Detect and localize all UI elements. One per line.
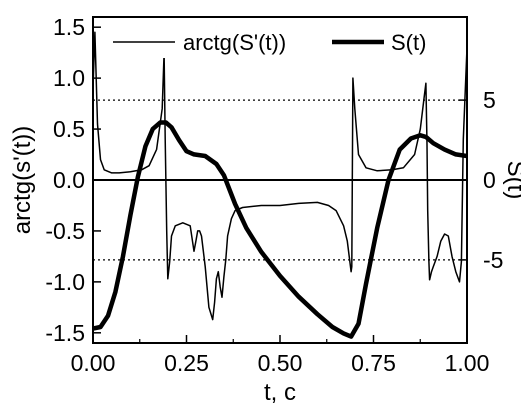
- ticks-layer: 0.00 0.25 0.50 0.75 1.00 1.5 1.0 0.5 0.0 -0.5 -1.0…: [45, 14, 503, 376]
- y-left-tick-label-0: 1.5: [53, 14, 85, 40]
- y-left-tick-label-3: 0.0: [53, 167, 85, 193]
- series-layer: [93, 31, 467, 339]
- legend: arctg(S'(t)) S(t): [108, 24, 426, 58]
- y-right-tick-label-1: 0: [483, 167, 496, 193]
- x-tick-label-3: 0.75: [351, 350, 396, 376]
- legend-label-arctg: arctg(S'(t)): [183, 30, 286, 55]
- y-axis-right-title: S(t): [502, 161, 521, 200]
- legend-label-s: S(t): [391, 30, 426, 55]
- y-left-tick-label-1: 1.0: [53, 65, 85, 91]
- y-axis-left-title: arctg(s'(t)): [9, 126, 36, 235]
- y-left-tick-label-2: 0.5: [53, 116, 85, 142]
- y-left-tick-label-6: -1.5: [45, 320, 85, 346]
- y-right-tick-label-0: 5: [483, 87, 496, 113]
- x-tick-label-4: 1.00: [445, 350, 490, 376]
- y-left-tick-label-4: -0.5: [45, 218, 85, 244]
- x-tick-label-2: 0.50: [258, 350, 303, 376]
- x-tick-label-0: 0.00: [71, 350, 116, 376]
- x-axis-title: t, c: [264, 379, 296, 406]
- x-tick-label-1: 0.25: [164, 350, 209, 376]
- series-line-1: [93, 120, 467, 339]
- y-left-tick-label-5: -1.0: [45, 269, 85, 295]
- y-right-tick-label-2: -5: [483, 247, 503, 273]
- reference-lines: [93, 99, 467, 261]
